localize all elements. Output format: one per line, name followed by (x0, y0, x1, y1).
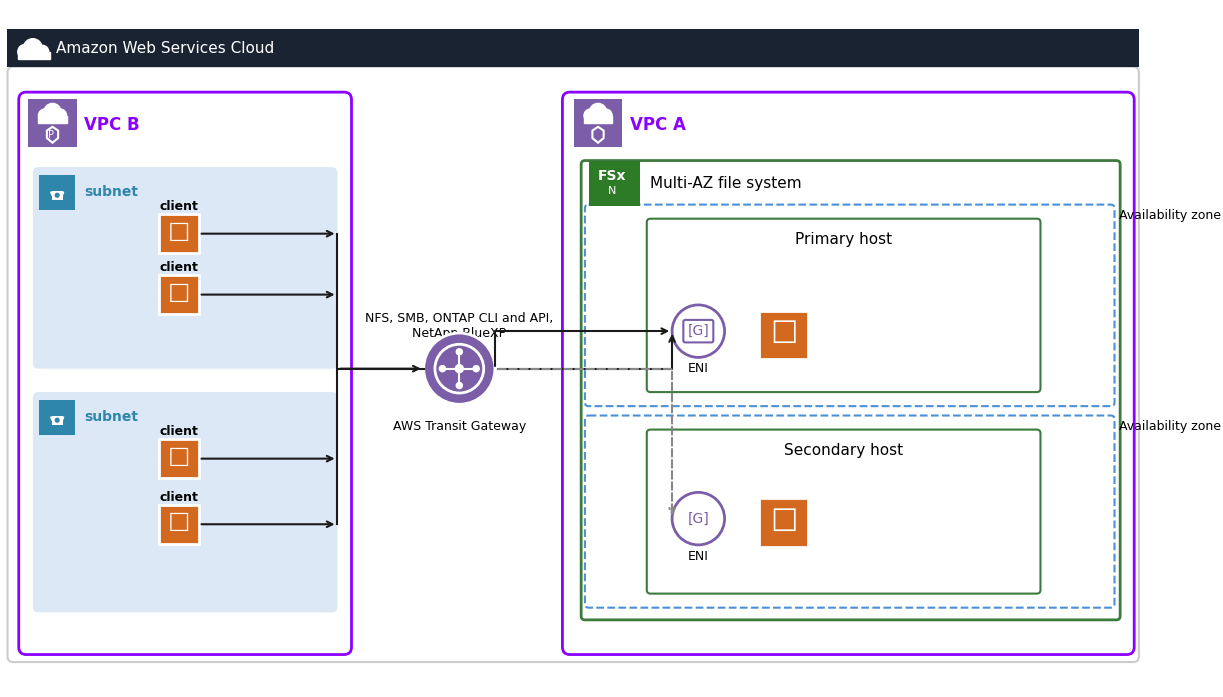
Circle shape (55, 418, 59, 422)
Text: client: client (159, 425, 198, 438)
Text: N: N (608, 185, 616, 196)
FancyBboxPatch shape (7, 67, 1139, 662)
Text: ☐: ☐ (770, 321, 797, 349)
Text: P: P (48, 130, 54, 140)
Text: ☐: ☐ (770, 508, 797, 537)
Text: Secondary host: Secondary host (784, 443, 903, 458)
Circle shape (38, 109, 51, 122)
Circle shape (589, 103, 607, 121)
Circle shape (455, 364, 464, 374)
Text: ☐: ☐ (168, 447, 191, 470)
Circle shape (455, 382, 464, 390)
Bar (51, 192, 62, 200)
Text: FSx: FSx (598, 169, 626, 183)
FancyBboxPatch shape (647, 219, 1041, 392)
Text: client: client (159, 261, 198, 274)
FancyBboxPatch shape (33, 392, 338, 613)
Bar (159, 275, 198, 314)
Bar (588, 160, 640, 206)
Text: client: client (159, 491, 198, 503)
Text: VPC A: VPC A (630, 116, 686, 134)
Bar (38, 116, 66, 123)
Circle shape (455, 348, 464, 355)
Bar (18, 52, 50, 59)
Circle shape (439, 365, 446, 372)
Bar (7, 29, 1139, 67)
Text: Primary host: Primary host (795, 232, 893, 247)
Text: Availability zone: Availability zone (1119, 420, 1222, 434)
Circle shape (35, 45, 49, 59)
Text: ☐: ☐ (168, 512, 191, 536)
Text: AWS Transit Gateway: AWS Transit Gateway (393, 420, 526, 434)
Circle shape (23, 39, 42, 57)
Bar (759, 311, 808, 359)
Bar (39, 399, 75, 435)
Bar (759, 498, 808, 546)
Text: ☐: ☐ (168, 222, 191, 245)
Text: Availability zone: Availability zone (1119, 209, 1222, 222)
FancyBboxPatch shape (33, 167, 338, 369)
Circle shape (18, 45, 33, 59)
Bar (28, 99, 77, 148)
Text: [G]: [G] (687, 324, 709, 338)
FancyBboxPatch shape (581, 160, 1120, 620)
FancyBboxPatch shape (585, 205, 1114, 406)
Text: VPC B: VPC B (84, 116, 139, 134)
FancyBboxPatch shape (585, 415, 1114, 608)
Bar (159, 505, 198, 544)
Circle shape (423, 333, 495, 404)
Circle shape (54, 109, 66, 122)
FancyBboxPatch shape (647, 429, 1041, 594)
Bar (51, 417, 62, 425)
Text: ☐: ☐ (168, 282, 191, 307)
Circle shape (44, 103, 61, 121)
Text: client: client (159, 200, 198, 213)
Text: Multi-AZ file system: Multi-AZ file system (649, 176, 801, 190)
Text: ENI: ENI (687, 550, 709, 562)
Text: subnet: subnet (84, 185, 138, 199)
Bar (583, 116, 612, 123)
Text: ENI: ENI (687, 362, 709, 375)
FancyBboxPatch shape (18, 92, 351, 654)
Circle shape (673, 492, 724, 545)
Circle shape (472, 365, 479, 372)
Circle shape (55, 193, 59, 197)
Text: [G]: [G] (687, 512, 709, 526)
Bar (39, 175, 75, 210)
Bar (159, 214, 198, 253)
Text: NFS, SMB, ONTAP CLI and API,
NetApp BlueXP: NFS, SMB, ONTAP CLI and API, NetApp Blue… (366, 312, 554, 340)
Circle shape (673, 305, 724, 358)
Bar (159, 439, 198, 478)
Text: Amazon Web Services Cloud: Amazon Web Services Cloud (56, 40, 274, 56)
FancyBboxPatch shape (563, 92, 1134, 654)
Circle shape (599, 109, 612, 122)
Bar (574, 99, 623, 148)
Text: subnet: subnet (84, 411, 138, 424)
Circle shape (583, 109, 597, 122)
